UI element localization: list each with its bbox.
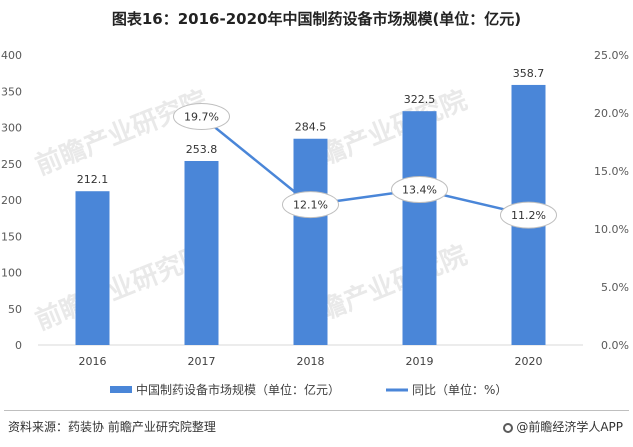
growth-point: 11.2%	[500, 201, 557, 229]
growth-value-label: 11.2%	[511, 209, 546, 222]
brand-credit: @前瞻经济学人APP	[503, 418, 623, 435]
bar-value-label: 284.5	[295, 121, 327, 134]
left-axis-tick: 150	[1, 230, 22, 243]
growth-label-bubble	[173, 102, 230, 130]
growth-value-label: 12.1%	[293, 199, 328, 212]
watermark-text: 前瞻产业研究院	[31, 240, 211, 337]
left-axis-tick: 50	[8, 303, 22, 316]
bar	[293, 138, 328, 345]
right-axis-tick: 10.0%	[594, 223, 629, 236]
brand-label: @前瞻经济学人APP	[516, 420, 623, 434]
right-axis-tick: 5.0%	[601, 281, 629, 294]
bar	[75, 191, 110, 345]
bar-value-label: 253.8	[186, 143, 218, 156]
legend-line-label: 同比（单位：%）	[412, 382, 507, 397]
bar-value-label: 358.7	[513, 67, 545, 80]
x-axis-category: 2019	[406, 355, 434, 368]
right-axis-tick: 15.0%	[594, 165, 629, 178]
left-axis-tick: 200	[1, 194, 22, 207]
x-axis-categories: 2016 2017 2018 2019 2020	[79, 355, 543, 368]
growth-label-bubble	[391, 176, 448, 204]
right-axis-tick: 0.0%	[601, 339, 629, 352]
left-axis: 0 50 100 150 200 250 300 350 400	[1, 49, 22, 352]
footer-divider	[4, 410, 629, 411]
right-axis-tick: 25.0%	[594, 49, 629, 62]
x-axis-category: 2017	[188, 355, 216, 368]
bar-value-label: 212.1	[77, 173, 109, 186]
legend-bar-swatch	[110, 386, 132, 393]
watermark-text: 前瞻产业研究院	[31, 85, 211, 182]
bar	[402, 111, 437, 345]
left-axis-tick: 350	[1, 85, 22, 98]
growth-value-label: 13.4%	[402, 184, 437, 197]
legend-bar-label: 中国制药设备市场规模（单位：亿元）	[136, 382, 340, 397]
left-axis-tick: 250	[1, 158, 22, 171]
left-axis-tick: 300	[1, 122, 22, 135]
bar-value-label: 322.5	[404, 93, 436, 106]
growth-point: 12.1%	[282, 191, 339, 219]
x-axis-category: 2020	[515, 355, 543, 368]
left-axis-tick: 0	[15, 339, 22, 352]
right-axis-tick: 20.0%	[594, 107, 629, 120]
chart-title: 图表16：2016-2020年中国制药设备市场规模(单位：亿元)	[111, 10, 522, 28]
x-axis-category: 2018	[297, 355, 325, 368]
line-labels: 19.7% 12.1% 13.4% 11.2%	[173, 102, 557, 229]
left-axis-tick: 400	[1, 49, 22, 62]
legend: 中国制药设备市场规模（单位：亿元） 同比（单位：%）	[110, 382, 507, 397]
growth-value-label: 19.7%	[184, 110, 219, 123]
x-axis-category: 2016	[79, 355, 107, 368]
growth-label-bubble	[500, 201, 557, 229]
right-axis: 0.0% 5.0% 10.0% 15.0% 20.0% 25.0%	[594, 49, 629, 352]
growth-point: 13.4%	[391, 176, 448, 204]
growth-label-bubble	[282, 191, 339, 219]
bar-series	[75, 84, 546, 345]
source-note: 资料来源：药装协 前瞻产业研究院整理	[8, 420, 216, 434]
bar	[184, 160, 219, 345]
brand-logo-icon	[503, 423, 514, 433]
bar-labels: 212.1 253.8 284.5 322.5 358.7	[77, 67, 545, 186]
growth-line	[200, 115, 529, 217]
left-axis-tick: 100	[1, 267, 22, 280]
growth-point: 19.7%	[173, 102, 230, 130]
